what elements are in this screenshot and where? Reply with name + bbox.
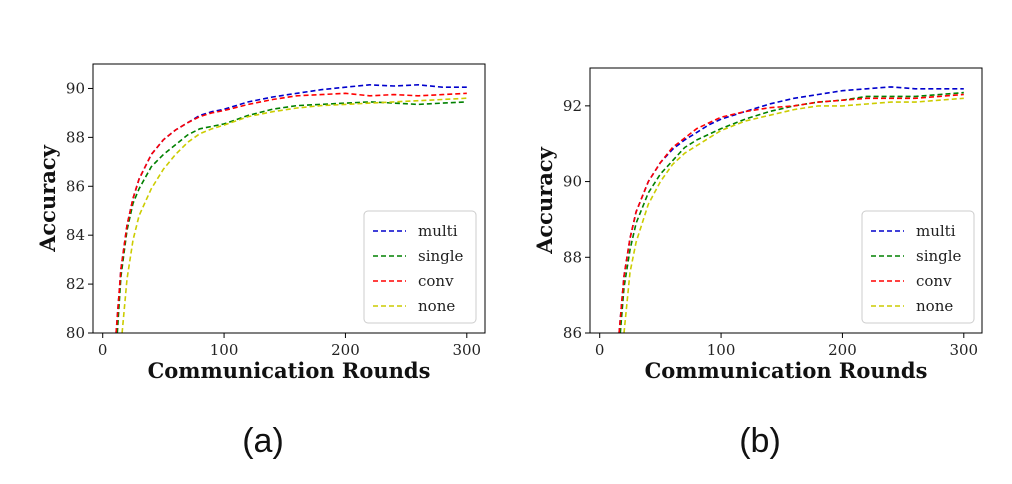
chart-panel-b: 0 100 200 300 86 88 90 92 Communication Rounds Ac… <box>532 67 983 460</box>
subfigure-caption: (a) <box>242 422 284 460</box>
series-line-none <box>623 97 964 333</box>
x-tick-label: 300 <box>949 341 978 359</box>
x-tick-label: 300 <box>452 341 481 359</box>
subfigure-caption: (b) <box>739 422 781 460</box>
y-tick-label: 82 <box>66 275 85 293</box>
legend-label-conv: conv <box>916 272 952 290</box>
x-tick-label: 100 <box>210 341 239 359</box>
x-tick-label: 0 <box>98 341 108 359</box>
legend-box <box>861 210 975 324</box>
plot-frame <box>589 67 983 334</box>
series-line-conv <box>618 93 964 333</box>
y-tick-label: 90 <box>563 173 582 191</box>
y-tick-label: 88 <box>66 128 85 146</box>
x-tick-label: 200 <box>828 341 857 359</box>
legend-label-none: none <box>418 297 455 315</box>
x-tick-label: 100 <box>707 341 736 359</box>
y-tick-label: 88 <box>563 248 582 266</box>
series-line-multi <box>618 86 964 333</box>
x-tick-label: 200 <box>331 341 360 359</box>
chart-panel-a: 0 100 200 300 80 82 84 86 88 90 Communication Roun… <box>35 63 486 460</box>
y-axis-label: Accuracy <box>35 144 60 253</box>
series-line-none <box>121 97 467 333</box>
y-tick-label: 92 <box>563 97 582 115</box>
legend-label-single: single <box>418 247 464 265</box>
x-axis-label: Communication Rounds <box>148 358 431 383</box>
legend-box <box>363 210 477 324</box>
series-group <box>618 86 964 333</box>
legend-label-none: none <box>916 297 953 315</box>
plot-frame <box>92 63 486 334</box>
legend-label-multi: multi <box>916 222 956 240</box>
y-tick-label: 90 <box>66 79 85 97</box>
legend-label-conv: conv <box>418 272 454 290</box>
legend-label-multi: multi <box>418 222 458 240</box>
series-group <box>115 83 467 333</box>
y-tick-label: 86 <box>66 177 85 195</box>
y-axis-label: Accuracy <box>532 146 557 255</box>
legend: multi single conv none <box>861 210 975 324</box>
legend: multi single conv none <box>363 210 477 324</box>
y-tick-label: 84 <box>66 226 85 244</box>
series-line-conv <box>115 92 467 333</box>
y-tick-label: 80 <box>66 324 85 342</box>
series-line-single <box>619 91 964 333</box>
legend-label-single: single <box>916 247 962 265</box>
y-tick-label: 86 <box>563 324 582 342</box>
x-axis-label: Communication Rounds <box>645 358 928 383</box>
x-tick-label: 0 <box>595 341 605 359</box>
